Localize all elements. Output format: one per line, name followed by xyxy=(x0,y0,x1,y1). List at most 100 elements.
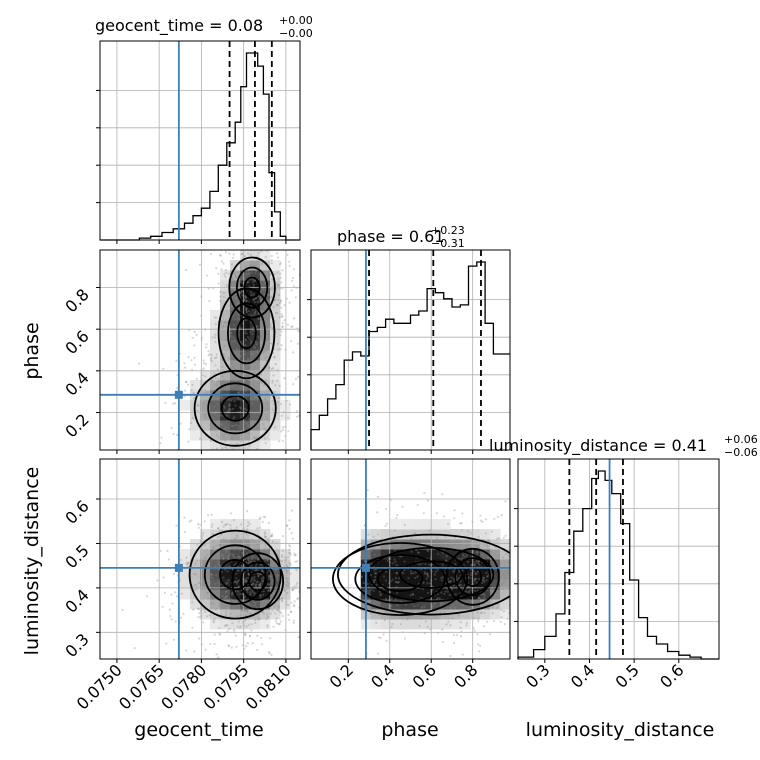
sample-point xyxy=(219,633,222,636)
sample-point xyxy=(193,397,196,400)
sample-point xyxy=(226,570,229,573)
sample-point xyxy=(162,367,165,370)
sample-point xyxy=(227,356,230,359)
sample-point xyxy=(250,368,253,371)
sample-point xyxy=(256,325,259,328)
sample-point xyxy=(376,533,380,536)
sample-point xyxy=(244,595,247,598)
density-cell xyxy=(220,609,231,620)
density-cell xyxy=(190,420,201,431)
sample-point xyxy=(224,596,227,599)
sample-point xyxy=(376,495,379,498)
sample-point xyxy=(194,562,197,565)
sample-point xyxy=(228,627,231,631)
density-cell xyxy=(210,350,221,361)
density-cell xyxy=(370,579,382,590)
density-cell xyxy=(480,529,491,540)
sample-point xyxy=(238,389,241,392)
sample-point xyxy=(235,442,238,445)
sample-point xyxy=(440,539,443,542)
sample-point xyxy=(419,596,422,599)
sample-point xyxy=(224,268,227,272)
sample-point xyxy=(176,595,179,598)
sample-point xyxy=(369,574,372,577)
density-cell xyxy=(210,320,221,331)
contour-phase-luminosity-distance-1-2 xyxy=(332,542,469,616)
sample-point xyxy=(277,397,281,400)
density-cell xyxy=(430,549,441,560)
title-phase-plus: +0.23 xyxy=(431,224,465,237)
sample-point xyxy=(245,579,248,583)
sample-point xyxy=(193,573,196,576)
sample-point xyxy=(344,621,346,623)
density-cell xyxy=(270,569,281,580)
sample-point xyxy=(263,535,266,538)
density-cell xyxy=(240,619,251,630)
sample-point xyxy=(279,299,283,302)
sample-point xyxy=(237,590,240,593)
contour-geocent-time-phase-1-0 xyxy=(236,317,257,350)
sample-point xyxy=(389,604,392,607)
sample-point xyxy=(238,378,241,381)
sample-point xyxy=(253,604,256,607)
density-cell xyxy=(440,589,451,600)
sample-point xyxy=(470,571,473,574)
sample-point xyxy=(229,597,232,601)
panel-frame-phase-luminosity-distance xyxy=(310,458,511,660)
sample-point xyxy=(504,573,507,576)
sample-point xyxy=(190,519,193,522)
sample-point xyxy=(171,602,174,605)
sample-point xyxy=(337,540,339,542)
sample-point xyxy=(206,514,210,517)
sample-point xyxy=(222,386,226,389)
sample-point xyxy=(297,330,300,333)
sample-point xyxy=(159,549,162,552)
sample-point xyxy=(209,439,212,442)
sample-point xyxy=(386,559,389,563)
sample-point xyxy=(248,444,251,447)
sample-point xyxy=(204,375,207,378)
sample-point xyxy=(240,440,243,443)
sample-point xyxy=(276,578,279,582)
sample-point xyxy=(218,529,221,532)
sample-point xyxy=(486,544,489,547)
sample-point xyxy=(281,554,284,557)
density-cell xyxy=(250,579,261,590)
density-cell xyxy=(311,569,321,580)
sample-point xyxy=(239,263,242,266)
sample-point xyxy=(394,577,397,580)
density-cell xyxy=(200,549,211,560)
sample-point xyxy=(213,405,216,408)
sample-point xyxy=(267,521,270,525)
sample-point xyxy=(416,503,419,506)
density-cell xyxy=(400,549,411,560)
sample-point xyxy=(260,643,264,646)
sample-point xyxy=(222,378,226,381)
density-cell xyxy=(210,380,221,391)
sample-point xyxy=(258,422,261,425)
sample-point xyxy=(416,575,419,578)
density-cell xyxy=(270,320,281,331)
sample-point xyxy=(266,624,269,627)
panel-frame-luminosity-distance-luminosity-distance xyxy=(517,458,720,660)
sample-point xyxy=(459,580,462,583)
sample-point xyxy=(215,544,219,547)
sample-point xyxy=(272,625,275,628)
sample-point xyxy=(366,582,369,586)
sample-point xyxy=(294,553,297,557)
sample-point xyxy=(263,506,265,508)
density-cell xyxy=(260,599,271,610)
sample-point xyxy=(257,583,261,587)
sample-point xyxy=(219,299,222,302)
sample-point xyxy=(465,624,468,627)
density-cell xyxy=(240,370,251,381)
sample-point xyxy=(452,608,455,611)
sample-point xyxy=(261,548,265,551)
sample-point xyxy=(204,611,207,614)
density-cell xyxy=(230,360,241,371)
sample-point xyxy=(247,544,250,547)
sample-point xyxy=(230,339,233,342)
sample-point xyxy=(281,560,284,563)
sample-point xyxy=(198,637,201,640)
sample-point xyxy=(324,577,326,579)
